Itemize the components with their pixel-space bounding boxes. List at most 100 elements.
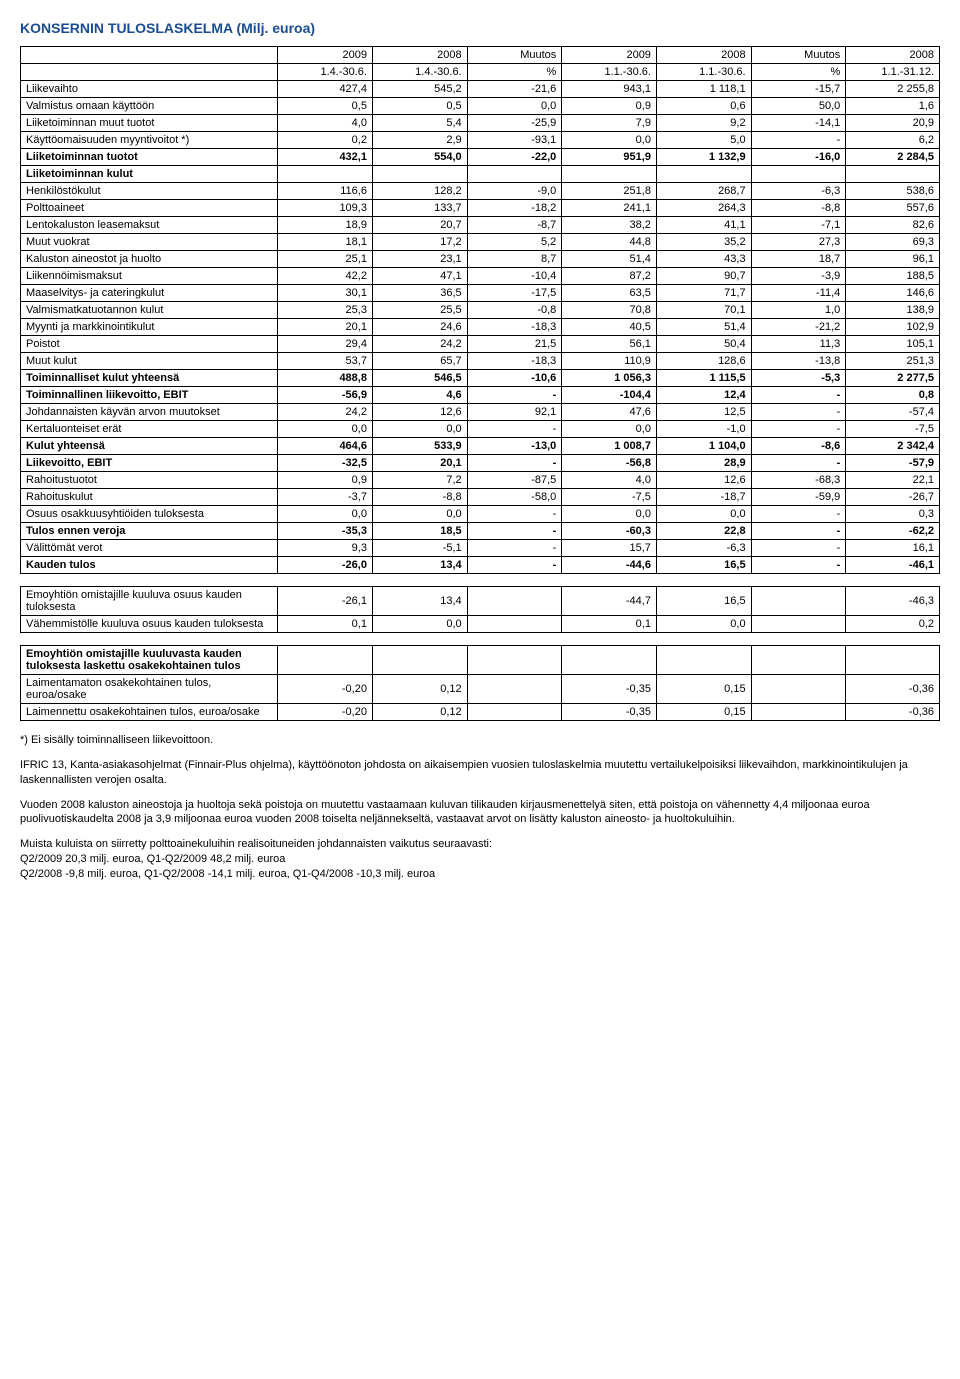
cell-value: -15,7 xyxy=(751,81,846,98)
cell-value: 138,9 xyxy=(846,302,940,319)
paragraph-2008: Vuoden 2008 kaluston aineostoja ja huolt… xyxy=(20,798,940,828)
cell-value: -13,8 xyxy=(751,353,846,370)
cell-value: -0,20 xyxy=(278,704,373,721)
cell-value xyxy=(278,646,373,675)
cell-value: 28,9 xyxy=(656,455,751,472)
cell-value: 22,1 xyxy=(846,472,940,489)
cell-value: - xyxy=(751,387,846,404)
cell-value: 538,6 xyxy=(846,183,940,200)
p3-line2: Q2/2009 20,3 milj. euroa, Q1-Q2/2009 48,… xyxy=(20,853,285,865)
cell-value xyxy=(751,616,846,633)
cell-value: 533,9 xyxy=(372,438,467,455)
cell-value: 464,6 xyxy=(278,438,373,455)
cell-value xyxy=(656,646,751,675)
cell-value: 554,0 xyxy=(372,149,467,166)
cell-value: 35,2 xyxy=(656,234,751,251)
cell-value: - xyxy=(467,557,562,574)
cell-value: -32,5 xyxy=(278,455,373,472)
cell-value: 0,0 xyxy=(372,506,467,523)
row-label: Liikevoitto, EBIT xyxy=(21,455,278,472)
cell-value: 0,2 xyxy=(846,616,940,633)
cell-value: -25,9 xyxy=(467,115,562,132)
cell-value: 12,6 xyxy=(656,472,751,489)
cell-value: -57,4 xyxy=(846,404,940,421)
row-label: Liikennöimismaksut xyxy=(21,268,278,285)
cell-value: 0,5 xyxy=(278,98,373,115)
income-statement-table: 20092008Muutos20092008Muutos20081.4.-30.… xyxy=(20,46,940,574)
col-header: 1.1.-31.12. xyxy=(846,64,940,81)
row-label: Liiketoiminnan kulut xyxy=(21,166,278,183)
cell-value: -8,8 xyxy=(372,489,467,506)
cell-value: 251,3 xyxy=(846,353,940,370)
cell-value: 0,12 xyxy=(372,675,467,704)
cell-value: 53,7 xyxy=(278,353,373,370)
cell-value: 23,1 xyxy=(372,251,467,268)
cell-value: 12,4 xyxy=(656,387,751,404)
row-label: Valmismatkatuotannon kulut xyxy=(21,302,278,319)
row-label: Poistot xyxy=(21,336,278,353)
cell-value: -58,0 xyxy=(467,489,562,506)
cell-value: 2 284,5 xyxy=(846,149,940,166)
cell-value xyxy=(467,587,562,616)
cell-value: - xyxy=(467,387,562,404)
cell-value: 0,0 xyxy=(562,132,657,149)
cell-value: 1 118,1 xyxy=(656,81,751,98)
row-label: Polttoaineet xyxy=(21,200,278,217)
cell-value: 2 277,5 xyxy=(846,370,940,387)
cell-value: -87,5 xyxy=(467,472,562,489)
cell-value: 128,6 xyxy=(656,353,751,370)
row-label: Kaluston aineostot ja huolto xyxy=(21,251,278,268)
cell-value: 0,15 xyxy=(656,704,751,721)
col-header: % xyxy=(751,64,846,81)
cell-value: 47,6 xyxy=(562,404,657,421)
cell-value: 43,3 xyxy=(656,251,751,268)
cell-value xyxy=(372,166,467,183)
cell-value: 0,9 xyxy=(562,98,657,115)
cell-value: -7,5 xyxy=(562,489,657,506)
cell-value: -26,0 xyxy=(278,557,373,574)
cell-value: 18,7 xyxy=(751,251,846,268)
cell-value: 133,7 xyxy=(372,200,467,217)
cell-value: 8,7 xyxy=(467,251,562,268)
cell-value: 4,0 xyxy=(562,472,657,489)
cell-value: -21,2 xyxy=(751,319,846,336)
row-label: Henkilöstökulut xyxy=(21,183,278,200)
cell-value: 51,4 xyxy=(562,251,657,268)
cell-value: 5,4 xyxy=(372,115,467,132)
cell-value xyxy=(751,675,846,704)
cell-value: -22,0 xyxy=(467,149,562,166)
cell-value: 146,6 xyxy=(846,285,940,302)
cell-value: - xyxy=(467,523,562,540)
cell-value: -44,7 xyxy=(562,587,657,616)
cell-value: 9,2 xyxy=(656,115,751,132)
cell-value: 0,0 xyxy=(278,421,373,438)
cell-value: - xyxy=(751,455,846,472)
cell-value: 38,2 xyxy=(562,217,657,234)
cell-value: - xyxy=(467,421,562,438)
cell-value: -8,7 xyxy=(467,217,562,234)
row-label: Emoyhtiön omistajille kuuluva osuus kaud… xyxy=(21,587,278,616)
cell-value: -0,8 xyxy=(467,302,562,319)
cell-value: -7,1 xyxy=(751,217,846,234)
col-header: 1.4.-30.6. xyxy=(372,64,467,81)
cell-value: -18,7 xyxy=(656,489,751,506)
cell-value: -9,0 xyxy=(467,183,562,200)
col-header: Muutos xyxy=(467,47,562,64)
cell-value: 102,9 xyxy=(846,319,940,336)
cell-value: 27,3 xyxy=(751,234,846,251)
cell-value: 6,2 xyxy=(846,132,940,149)
cell-value: 29,4 xyxy=(278,336,373,353)
cell-value: 41,1 xyxy=(656,217,751,234)
cell-value: 50,4 xyxy=(656,336,751,353)
row-label: Kertaluonteiset erät xyxy=(21,421,278,438)
cell-value: 71,7 xyxy=(656,285,751,302)
cell-value: 25,1 xyxy=(278,251,373,268)
cell-value: 0,9 xyxy=(278,472,373,489)
cell-value: 0,8 xyxy=(846,387,940,404)
cell-value: 546,5 xyxy=(372,370,467,387)
cell-value: 2,9 xyxy=(372,132,467,149)
cell-value: 432,1 xyxy=(278,149,373,166)
col-header: 1.1.-30.6. xyxy=(656,64,751,81)
cell-value: 427,4 xyxy=(278,81,373,98)
cell-value: -26,7 xyxy=(846,489,940,506)
